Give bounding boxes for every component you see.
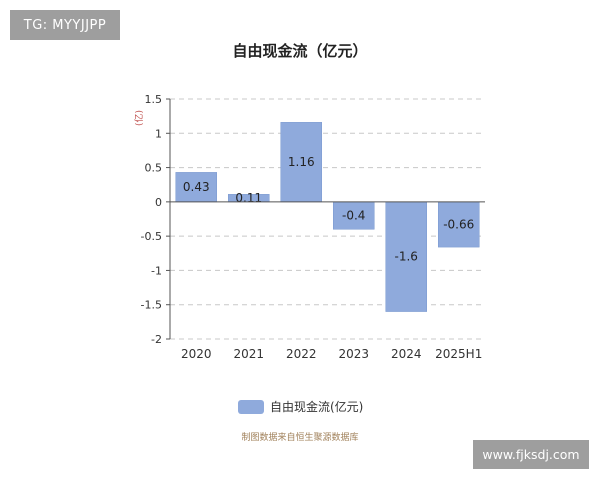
bar xyxy=(438,201,480,248)
data-label: 0.43 xyxy=(183,180,210,194)
y-tick-label: 0.5 xyxy=(145,162,163,175)
bar xyxy=(280,122,322,203)
y-tick-label: -1.5 xyxy=(141,299,162,312)
legend-swatch xyxy=(238,399,264,414)
x-tick-label: 2025H1 xyxy=(435,347,482,361)
y-tick-label: -0.5 xyxy=(141,230,162,243)
data-label: -1.6 xyxy=(395,250,418,264)
data-label: 0.11 xyxy=(235,191,262,205)
legend-label: 自由现金流(亿元) xyxy=(270,400,364,414)
data-label: 1.16 xyxy=(288,155,315,169)
x-tick-label: 2022 xyxy=(286,347,317,361)
watermark-top: TG: MYYJJPP xyxy=(10,10,120,40)
legend[interactable]: 自由现金流(亿元) xyxy=(238,398,363,415)
x-tick-label: 2024 xyxy=(391,347,422,361)
watermark-bottom: www.fjksdj.com xyxy=(473,440,589,469)
y-axis-unit-label: (亿) xyxy=(133,110,145,126)
chart-title: 自由现金流（亿元） xyxy=(232,42,368,60)
data-label: -0.66 xyxy=(443,217,474,231)
y-tick-label: -2 xyxy=(151,333,162,346)
x-tick-label: 2020 xyxy=(181,347,212,361)
bar xyxy=(333,201,375,230)
y-tick-label: -1 xyxy=(151,264,162,277)
data-label: -0.4 xyxy=(342,209,365,223)
x-tick-label: 2023 xyxy=(338,347,369,361)
source-note: 制图数据来自恒生聚源数据库 xyxy=(241,433,359,443)
x-tick-label: 2021 xyxy=(233,347,264,361)
y-tick-label: 1.5 xyxy=(145,93,163,106)
bar xyxy=(175,172,217,203)
bar xyxy=(385,201,427,312)
y-tick-label: 0 xyxy=(155,196,162,209)
y-tick-label: 1 xyxy=(155,127,162,140)
